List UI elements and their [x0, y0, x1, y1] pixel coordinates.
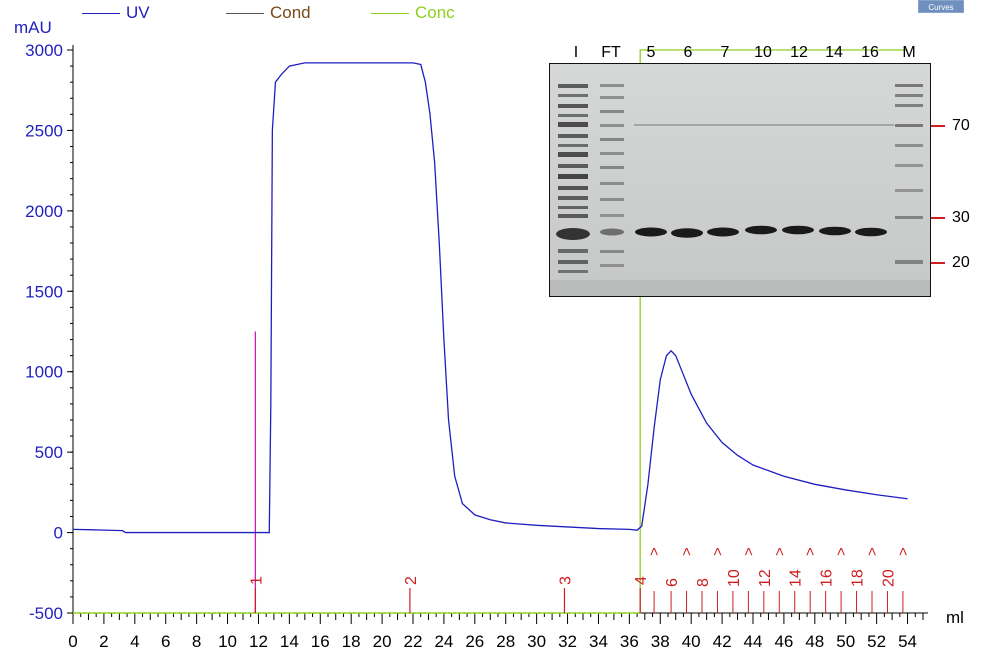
fraction-label: 4: [633, 576, 650, 585]
legend-uv: UV: [82, 2, 150, 24]
y-tick-label: 2500: [25, 121, 63, 140]
fraction-caret: >: [802, 547, 819, 556]
x-tick-label: 52: [867, 632, 886, 651]
x-tick-label: 12: [249, 632, 268, 651]
gel-lane-label: 6: [683, 44, 693, 61]
x-tick-label: 54: [898, 632, 917, 651]
gel-lane-label: M: [902, 44, 916, 61]
y-tick-label: 500: [35, 443, 63, 462]
legend-conc-label: Conc: [415, 3, 455, 22]
gel-lane-label: 5: [646, 44, 656, 61]
gel-lane-label: 14: [825, 44, 843, 61]
legend-conc: Conc: [371, 2, 455, 24]
legend-cond-swatch: [226, 13, 264, 15]
x-tick-label: 24: [434, 632, 453, 651]
x-tick-label: 44: [744, 632, 763, 651]
x-tick-label: 32: [558, 632, 577, 651]
gel-lane-label: 7: [720, 44, 730, 61]
mw-marker-label: 30: [952, 209, 970, 226]
gel-bands: [550, 64, 930, 296]
curves-button[interactable]: Curves: [918, 0, 964, 13]
x-tick-label: 26: [465, 632, 484, 651]
x-tick-label: 16: [311, 632, 330, 651]
legend-uv-swatch: [82, 13, 120, 15]
fraction-label: 8: [695, 578, 712, 587]
y-tick-label: 2000: [25, 202, 63, 221]
fraction-caret: >: [740, 547, 757, 556]
y-tick-label: -500: [29, 604, 63, 623]
y-axis-label: mAU: [14, 18, 52, 37]
sds-page-gel-image: [549, 63, 931, 297]
x-tick-label: 28: [496, 632, 515, 651]
fraction-caret: >: [864, 547, 881, 556]
legend-cond: Cond: [226, 2, 311, 24]
x-tick-label: 10: [218, 632, 237, 651]
x-tick-label: 20: [373, 632, 392, 651]
x-tick-label: 36: [620, 632, 639, 651]
x-tick-label: 6: [161, 632, 170, 651]
fraction-caret: >: [895, 547, 912, 556]
fraction-label: 6: [664, 578, 681, 587]
fraction-label: 2: [403, 576, 420, 585]
legend-conc-swatch: [371, 13, 409, 15]
fraction-caret: >: [709, 547, 726, 556]
y-tick-label: 1000: [25, 363, 63, 382]
x-tick-label: 14: [280, 632, 299, 651]
x-axis-label: ml: [946, 608, 964, 627]
x-tick-label: 30: [527, 632, 546, 651]
y-tick-label: 0: [54, 524, 63, 543]
x-tick-label: 46: [774, 632, 793, 651]
fraction-caret: >: [646, 547, 663, 556]
fraction-label: 10: [726, 569, 743, 587]
fraction-caret: >: [679, 547, 696, 556]
mw-marker-label: 70: [952, 117, 970, 134]
x-tick-label: 42: [713, 632, 732, 651]
x-tick-label: 0: [68, 632, 77, 651]
x-tick-label: 38: [651, 632, 670, 651]
fraction-caret: >: [771, 547, 788, 556]
x-tick-label: 34: [589, 632, 608, 651]
mw-tick: [931, 217, 945, 219]
mw-tick: [931, 262, 945, 264]
fraction-label: 16: [819, 569, 836, 587]
fraction-label: 18: [850, 569, 867, 587]
x-tick-label: 40: [682, 632, 701, 651]
x-tick-label: 22: [404, 632, 423, 651]
gel-lane-label: 16: [861, 44, 879, 61]
fraction-caret: >: [833, 547, 850, 556]
legend-cond-label: Cond: [270, 3, 311, 22]
fraction-label: 20: [880, 569, 897, 587]
y-tick-label: 1500: [25, 282, 63, 301]
gel-lane-label: 12: [790, 44, 808, 61]
fraction-label: 14: [788, 569, 805, 587]
fraction-label: 12: [757, 569, 774, 587]
legend-uv-label: UV: [126, 3, 150, 22]
gel-lane-label: 10: [754, 44, 772, 61]
x-tick-label: 18: [342, 632, 361, 651]
conc-line: [73, 49, 908, 614]
uv-line: [72, 62, 908, 534]
gel-lane-label: I: [573, 44, 579, 61]
fraction-label: 3: [557, 576, 574, 585]
fraction-label: 1: [248, 576, 265, 585]
y-tick-label: 3000: [25, 41, 63, 60]
x-tick-label: 50: [836, 632, 855, 651]
x-tick-label: 2: [99, 632, 108, 651]
x-tick-label: 48: [805, 632, 824, 651]
gel-lane-label: FT: [601, 44, 621, 61]
mw-marker-label: 20: [952, 254, 970, 271]
x-tick-label: 4: [130, 632, 139, 651]
x-tick-label: 8: [192, 632, 201, 651]
mw-tick: [931, 125, 945, 127]
